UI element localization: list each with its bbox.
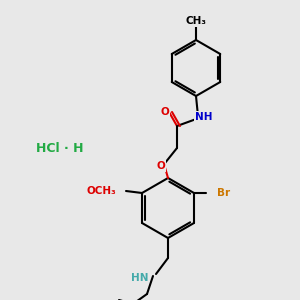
Text: Br: Br xyxy=(217,188,230,198)
Text: HN: HN xyxy=(130,273,148,283)
Text: CH₃: CH₃ xyxy=(185,16,206,26)
Text: OCH₃: OCH₃ xyxy=(86,186,116,196)
Text: NH: NH xyxy=(195,112,213,122)
Text: HCl · H: HCl · H xyxy=(36,142,84,154)
Text: O: O xyxy=(157,161,165,171)
Text: O: O xyxy=(160,107,169,117)
